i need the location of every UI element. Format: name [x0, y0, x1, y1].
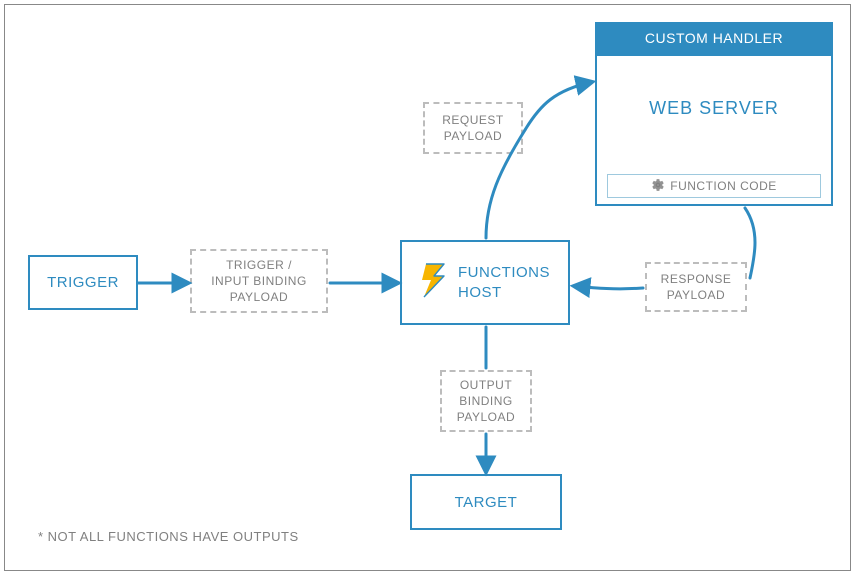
target-label: TARGET [455, 494, 518, 511]
custom-handler-header: CUSTOM HANDLER [595, 22, 833, 54]
function-code-strip: FUNCTION CODE [607, 174, 821, 198]
trigger-label: TRIGGER [47, 274, 119, 291]
web-server-label: WEB SERVER [649, 98, 779, 119]
output-payload-box: OUTPUT BINDING PAYLOAD [440, 370, 532, 432]
footnote-text: * NOT ALL FUNCTIONS HAVE OUTPUTS [38, 529, 299, 544]
trigger-payload-label: TRIGGER / INPUT BINDING PAYLOAD [211, 257, 307, 306]
functions-bolt-icon [420, 262, 450, 303]
trigger-payload-box: TRIGGER / INPUT BINDING PAYLOAD [190, 249, 328, 313]
gear-icon [651, 178, 665, 195]
footnote-label: * NOT ALL FUNCTIONS HAVE OUTPUTS [38, 529, 299, 544]
response-payload-label: RESPONSE PAYLOAD [661, 271, 732, 303]
request-payload-label: REQUEST PAYLOAD [442, 112, 504, 144]
custom-handler-header-label: CUSTOM HANDLER [645, 30, 783, 46]
response-payload-box: RESPONSE PAYLOAD [645, 262, 747, 312]
request-payload-box: REQUEST PAYLOAD [423, 102, 523, 154]
output-payload-label: OUTPUT BINDING PAYLOAD [457, 377, 515, 426]
functions-host-label: FUNCTIONS HOST [458, 263, 550, 302]
target-box: TARGET [410, 474, 562, 530]
functions-host-box: FUNCTIONS HOST [400, 240, 570, 325]
function-code-label: FUNCTION CODE [670, 179, 777, 193]
trigger-box: TRIGGER [28, 255, 138, 310]
